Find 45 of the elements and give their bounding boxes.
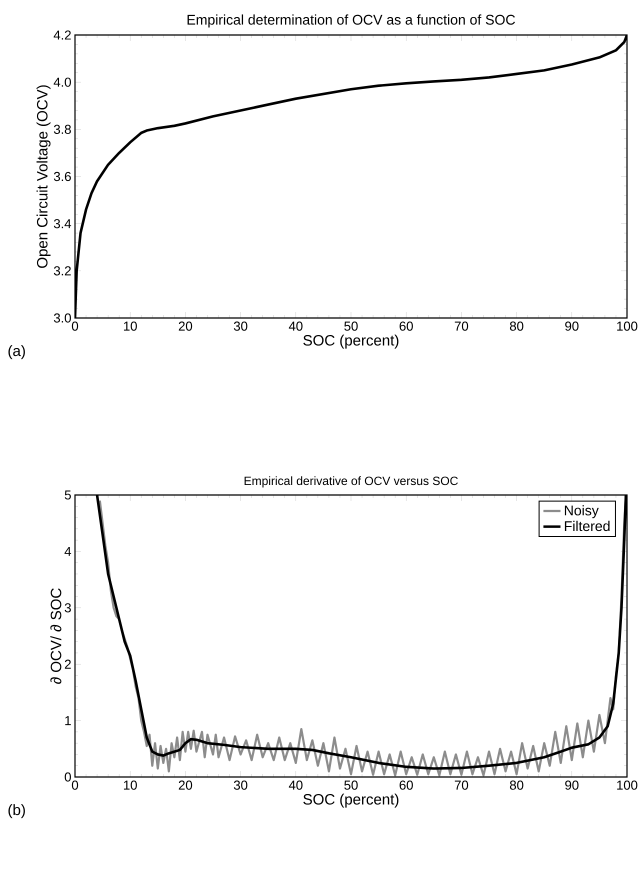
text: (b) xyxy=(8,804,25,818)
y-tick-label: 3.0 xyxy=(54,313,71,323)
x-tick-label: 60 xyxy=(400,780,413,790)
x-tick-label: 30 xyxy=(234,780,248,790)
x-axis-title: SOC (percent) xyxy=(303,334,398,349)
y-tick-label: 3 xyxy=(64,603,71,612)
y-tick-label: 3.8 xyxy=(54,124,71,134)
x-tick-label: 70 xyxy=(454,322,468,331)
legend-label: Filtered xyxy=(564,520,610,532)
y-tick-label: 3.2 xyxy=(54,266,71,276)
x-tick-label: 40 xyxy=(288,322,303,331)
x-tick-label: 100 xyxy=(617,780,638,790)
x-tick-label: 50 xyxy=(344,780,358,790)
y-tick-label: 4 xyxy=(64,546,72,556)
x-tick-label: 100 xyxy=(617,322,638,331)
x-tick-label: 20 xyxy=(178,780,192,790)
x-tick-label: 30 xyxy=(234,322,248,331)
y-tick-label: 5 xyxy=(64,490,71,500)
x-tick-label: 20 xyxy=(178,322,192,331)
x-tick-label: 40 xyxy=(288,780,303,790)
y-tick-label: 4.2 xyxy=(54,30,71,40)
x-tick-label: 90 xyxy=(565,780,579,790)
x-tick-label: 60 xyxy=(400,322,413,331)
x-tick-label: 50 xyxy=(344,322,358,331)
x-tick-label: 70 xyxy=(454,780,468,790)
y-tick-label: 3.4 xyxy=(54,219,72,228)
y-tick-label: 4.0 xyxy=(54,78,71,87)
y-tick-label: 2 xyxy=(64,660,71,669)
y-tick-label: 3.6 xyxy=(54,172,71,182)
chart-title: Empirical determination of OCV as a function of SOC xyxy=(188,14,515,28)
x-tick-label: 10 xyxy=(124,322,137,331)
x-tick-label: 0 xyxy=(72,322,78,331)
x-tick-label: 80 xyxy=(510,322,524,331)
x-tick-label: 80 xyxy=(510,780,524,790)
legend-label: Noisy xyxy=(564,505,599,518)
x-tick-label: 90 xyxy=(565,322,579,331)
x-tick-label: 10 xyxy=(124,780,137,790)
x-axis-title: SOC (percent) xyxy=(303,794,398,808)
y-tick-label: 1 xyxy=(65,716,71,726)
text: (a) xyxy=(8,345,25,360)
x-tick-label: 0 xyxy=(72,780,78,790)
y-axis-title: Open Circuit Voltage (OCV) xyxy=(36,85,51,268)
chart-title: Empirical derivative of OCV versus SOC xyxy=(244,476,458,488)
y-tick-label: 0 xyxy=(64,772,71,782)
y-axis-title: ∂ OCV/ ∂ SOC xyxy=(50,588,62,684)
